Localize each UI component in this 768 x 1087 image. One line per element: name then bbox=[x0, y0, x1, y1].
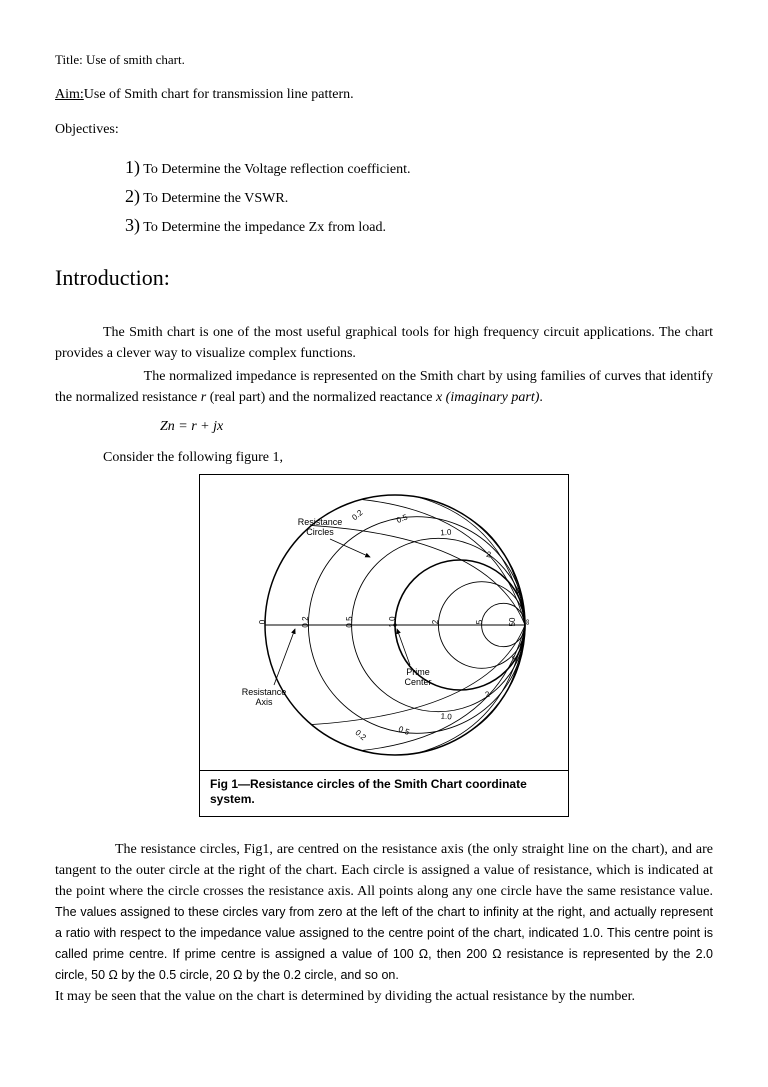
svg-text:0.2: 0.2 bbox=[301, 615, 310, 627]
consider-line: Consider the following figure 1, bbox=[55, 447, 713, 468]
list-item: 3) To Determine the impedance Zx from lo… bbox=[125, 212, 713, 239]
symbol-xpart: x (imaginary part) bbox=[436, 390, 539, 405]
body-paragraph-2: The resistance circles, Fig1, are centre… bbox=[55, 839, 713, 986]
intro-paragraph-1: The Smith chart is one of the most usefu… bbox=[55, 322, 713, 364]
objective-text: To Determine the VSWR. bbox=[140, 191, 288, 206]
formula: Zn = r + jx bbox=[160, 416, 713, 437]
svg-text:1.0: 1.0 bbox=[440, 711, 452, 721]
figure-caption: Fig 1—Resistance circles of the Smith Ch… bbox=[200, 770, 568, 816]
body-paragraph-3: It may be seen that the value on the cha… bbox=[55, 986, 713, 1007]
intro-heading: Introduction: bbox=[55, 261, 713, 294]
list-item: 1) To Determine the Voltage reflection c… bbox=[125, 154, 713, 181]
p2-mid: (real part) and the normalized reactance bbox=[206, 390, 436, 405]
objective-num: 2) bbox=[125, 186, 140, 206]
svg-text:1.0: 1.0 bbox=[440, 527, 452, 537]
list-item: 2) To Determine the VSWR. bbox=[125, 183, 713, 210]
aim-line: Aim:Use of Smith chart for transmission … bbox=[55, 84, 713, 105]
svg-text:0.5: 0.5 bbox=[397, 724, 411, 737]
svg-text:2: 2 bbox=[431, 619, 440, 624]
svg-text:∞: ∞ bbox=[523, 618, 532, 624]
title-line: Title: Use of smith chart. bbox=[55, 50, 713, 70]
figure-wrap: 00.20.51.02550∞0.20.51.0250.20.51.025Res… bbox=[55, 474, 713, 817]
svg-text:Axis: Axis bbox=[255, 697, 273, 707]
svg-text:5: 5 bbox=[475, 619, 484, 624]
svg-text:Prime: Prime bbox=[406, 667, 430, 677]
svg-text:0.2: 0.2 bbox=[350, 507, 365, 521]
smith-chart-figure: 00.20.51.02550∞0.20.51.0250.20.51.025Res… bbox=[200, 475, 570, 770]
objective-text: To Determine the Voltage reflection coef… bbox=[140, 162, 411, 177]
p2b-sans: The values assigned to these circles var… bbox=[55, 905, 713, 982]
objective-text: To Determine the impedance Zx from load. bbox=[140, 220, 386, 235]
objectives-heading: Objectives: bbox=[55, 119, 713, 140]
objectives-list: 1) To Determine the Voltage reflection c… bbox=[125, 154, 713, 239]
svg-text:0.2: 0.2 bbox=[353, 728, 368, 742]
svg-text:0: 0 bbox=[258, 619, 267, 624]
p2a-serif: The resistance circles, Fig1, are centre… bbox=[55, 842, 713, 899]
aim-text: Use of Smith chart for transmission line… bbox=[84, 87, 354, 102]
svg-text:0.5: 0.5 bbox=[395, 512, 409, 525]
svg-text:50: 50 bbox=[508, 617, 517, 626]
aim-label: Aim: bbox=[55, 87, 84, 102]
svg-text:Resistance: Resistance bbox=[242, 687, 287, 697]
svg-text:0.5: 0.5 bbox=[345, 615, 354, 627]
objective-num: 1) bbox=[125, 157, 140, 177]
svg-text:Circles: Circles bbox=[306, 527, 334, 537]
objective-num: 3) bbox=[125, 215, 140, 235]
svg-text:Center: Center bbox=[404, 677, 431, 687]
intro-paragraph-2: The normalized impedance is represented … bbox=[55, 366, 713, 408]
p2-end: . bbox=[539, 390, 543, 405]
figure-box: 00.20.51.02550∞0.20.51.0250.20.51.025Res… bbox=[199, 474, 569, 817]
svg-text:Resistance: Resistance bbox=[298, 517, 343, 527]
